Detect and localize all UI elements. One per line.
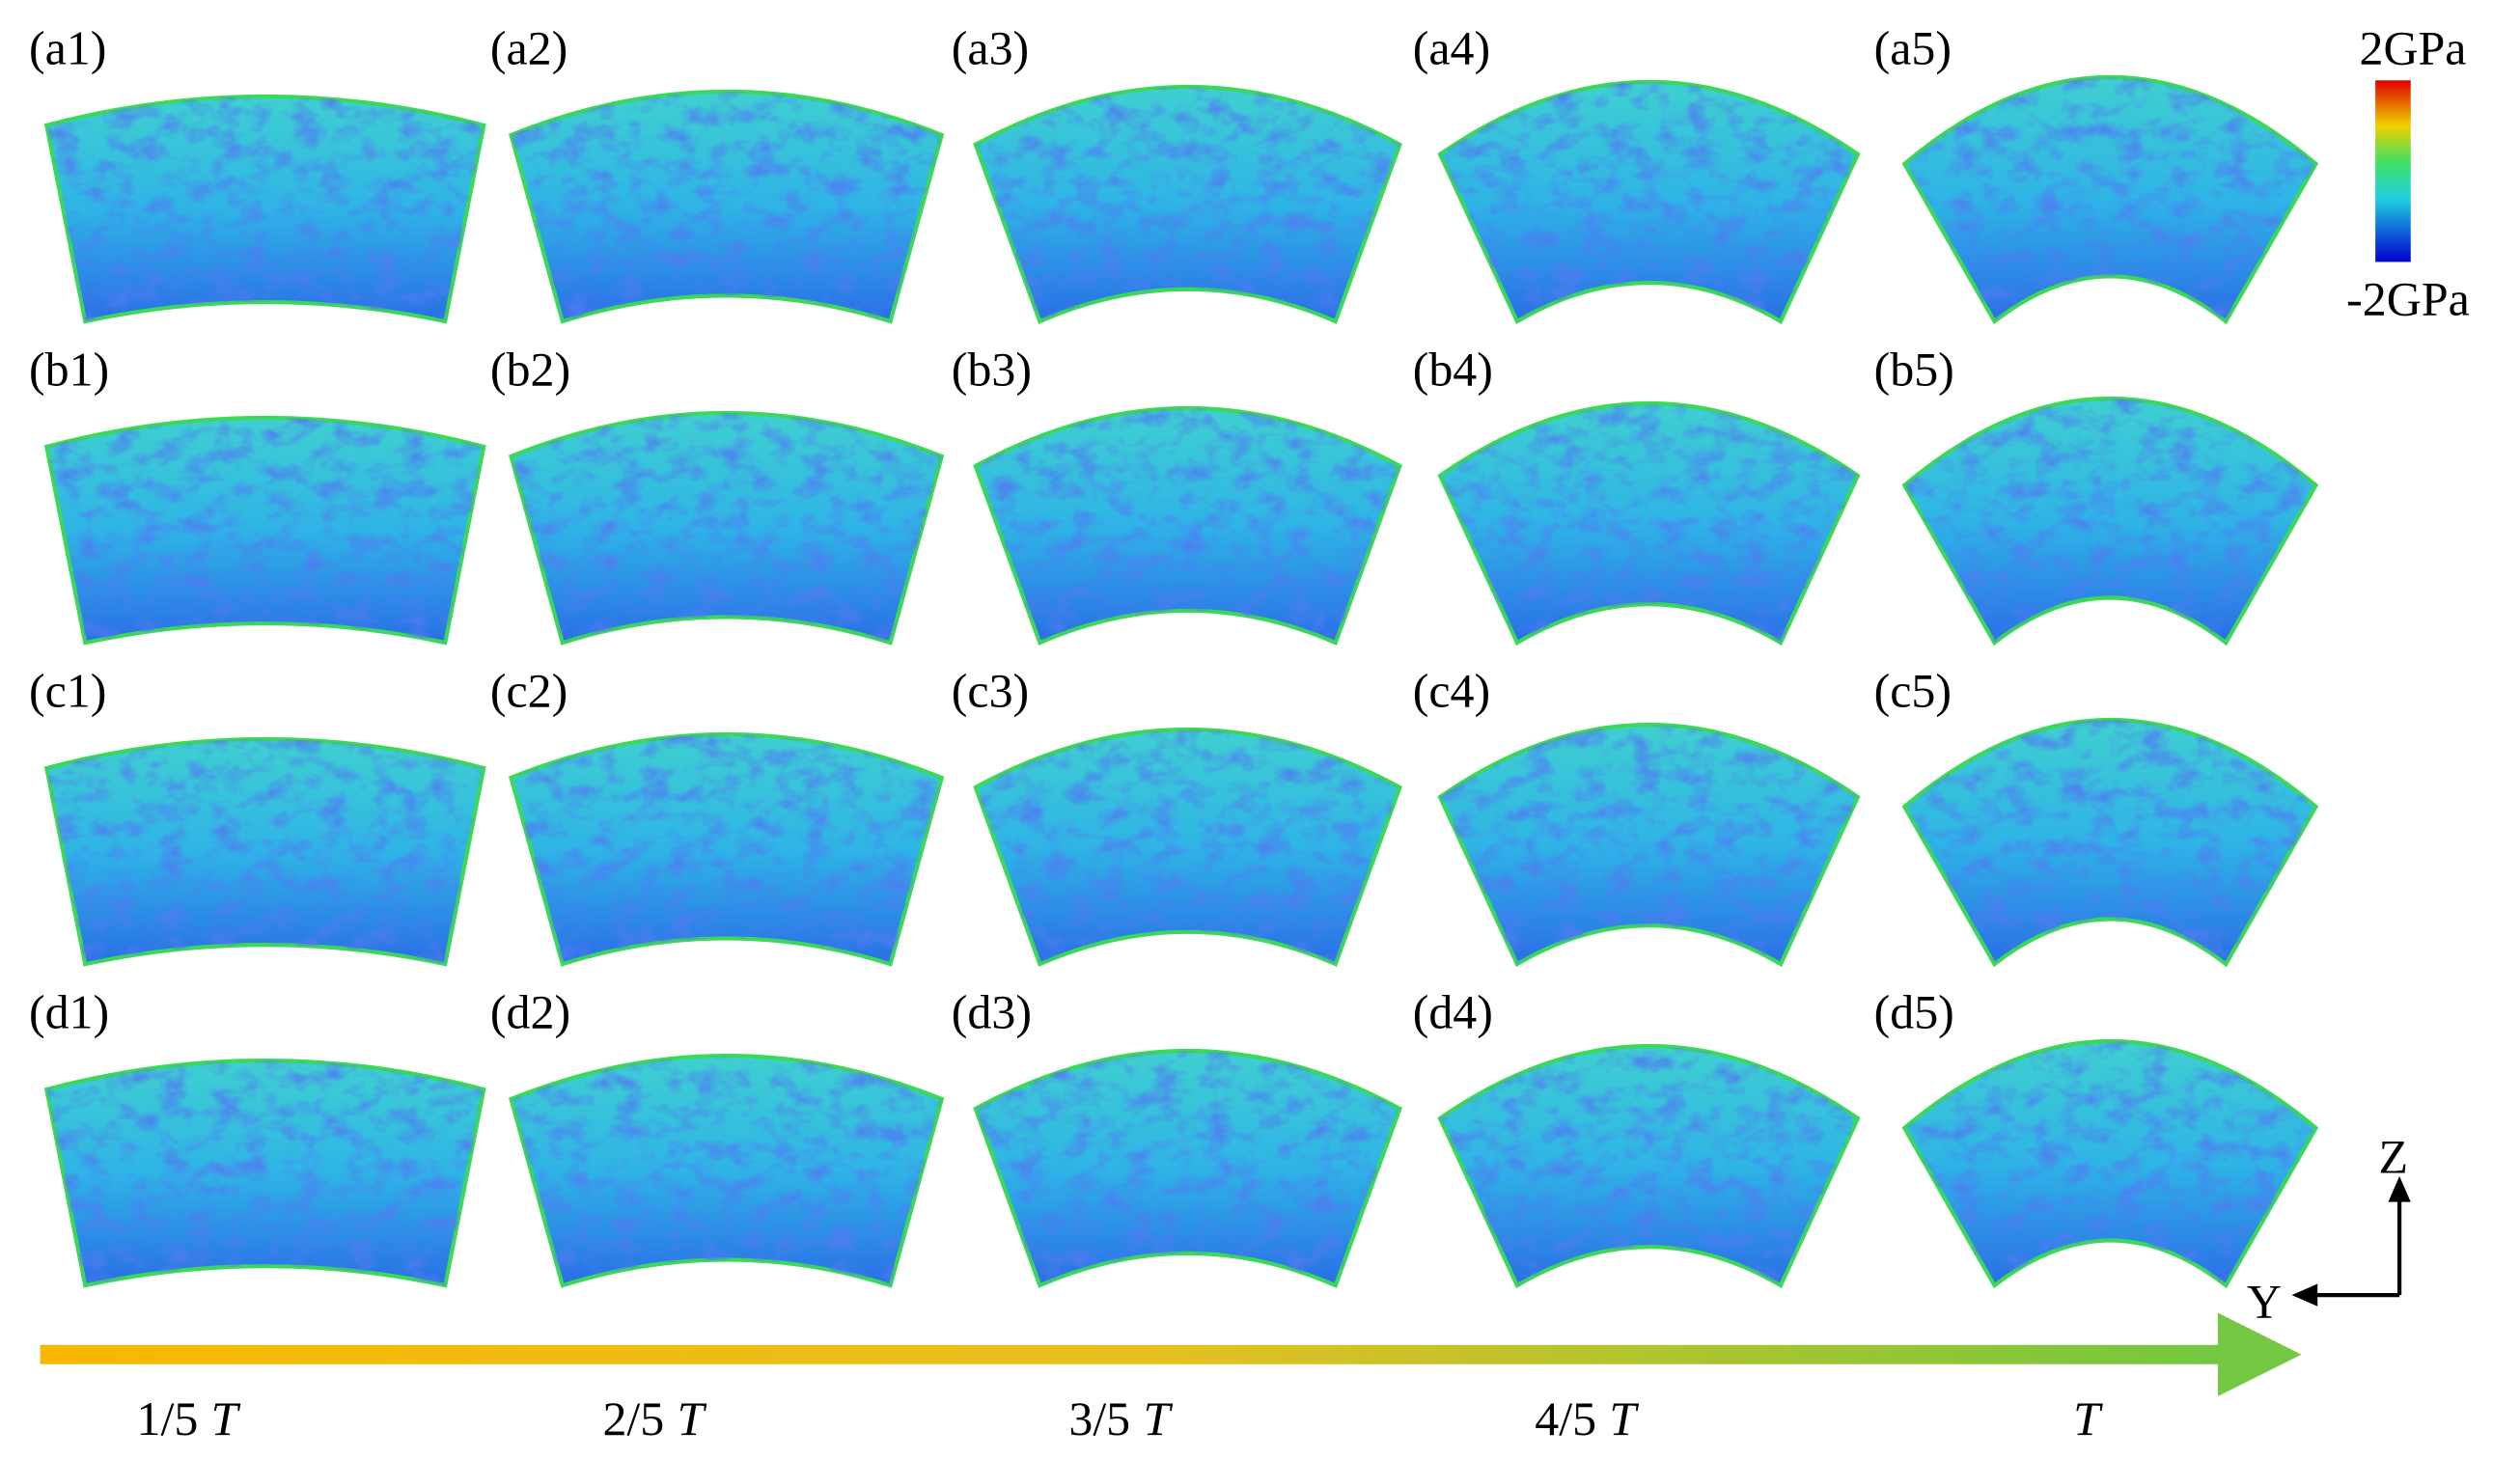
stress-texture [1440,402,1858,644]
panel-label: (d5) [1874,985,1954,1039]
time-label: 3/5 T [1068,1391,1173,1445]
colorbar-min: -2GPa [2346,271,2470,325]
stress-texture [1440,81,1858,322]
time-symbol: T [1143,1391,1173,1445]
stress-texture [511,91,942,322]
panel-label: (d1) [29,985,109,1039]
time-symbol: T [1609,1391,1639,1445]
panel-label: (d2) [490,985,570,1039]
panel-label: (b5) [1874,343,1954,397]
panel-label: (b4) [1413,343,1493,397]
time-symbol: T [2073,1391,2103,1445]
stress-texture [975,730,1400,965]
stress-texture [46,738,485,965]
stress-texture [975,1051,1400,1286]
time-fraction: 1/5 [137,1391,199,1445]
time-labels: 1/5 T 2/5 T 3/5 T 4/5 T T [137,1391,2104,1445]
stress-texture [1440,1046,1858,1286]
z-label: Z [2378,1130,2408,1184]
panel-label: (d4) [1413,985,1493,1039]
time-symbol: T [678,1391,707,1445]
time-label: T [2073,1391,2103,1445]
stress-texture [511,412,942,644]
panels: (a1) (a2) (a3) (a4) (a5) (b1) (b2) (b3) (b4) (b5)… [29,21,2319,1289]
panel-label: (c3) [952,664,1029,718]
panel-label: (c2) [490,664,568,718]
time-label: 4/5 T [1535,1391,1639,1445]
y-label: Y [2247,1274,2282,1328]
time-arrow [40,1344,2242,1364]
stress-texture [46,96,485,322]
stress-texture [1904,76,2316,322]
stress-texture [511,1056,942,1286]
panel-label: (c1) [29,664,106,718]
time-fraction: 3/5 [1068,1391,1130,1445]
panel-label: (a1) [29,21,106,75]
stress-texture [511,733,942,965]
stress-texture [46,1060,485,1286]
stress-texture [975,407,1400,644]
panel-label: (c4) [1413,664,1490,718]
time-fraction: 2/5 [602,1391,664,1445]
panel-label: (b1) [29,343,109,397]
time-arrowhead [2217,1312,2302,1397]
stress-texture [1904,398,2316,644]
panel-label: (c5) [1874,664,1952,718]
panel-label: (a5) [1874,21,1952,75]
colorbar-max: 2GPa [2359,21,2466,75]
panel-label: (b3) [952,343,1032,397]
stress-texture [1904,720,2316,965]
stress-texture [1440,725,1858,965]
colorbar [2375,80,2411,262]
time-symbol: T [211,1391,241,1445]
panel-label: (a3) [952,21,1029,75]
y-arrowhead [2291,1283,2318,1307]
stress-texture [1904,1041,2316,1286]
panel-label: (a2) [490,21,568,75]
stress-texture [46,417,485,644]
panel-label: (d3) [952,985,1032,1039]
panel-label: (a4) [1413,21,1490,75]
time-label: 2/5 T [602,1391,706,1445]
stress-texture [975,86,1400,322]
panel-label: (b2) [490,343,570,397]
time-label: 1/5 T [137,1391,241,1445]
z-arrowhead [2388,1175,2411,1202]
time-fraction: 4/5 [1535,1391,1596,1445]
